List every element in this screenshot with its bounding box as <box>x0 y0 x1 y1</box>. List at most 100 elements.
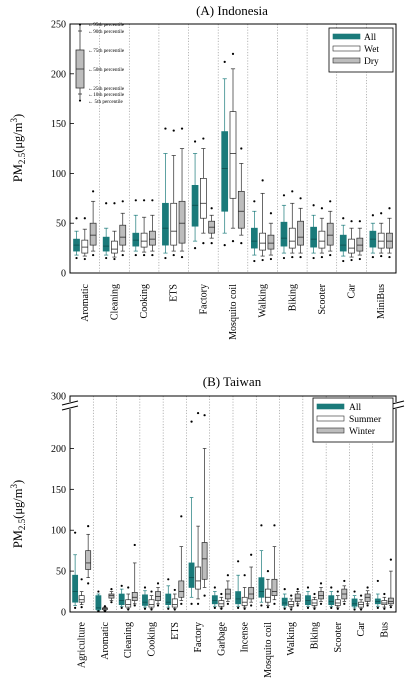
category-label: Garbage <box>216 621 227 655</box>
panel-taiwan: (B) Taiwan PM2.5(μg/m3) 050100150200300 … <box>9 374 405 678</box>
box-all <box>132 199 140 257</box>
category-label: Mosquito coil <box>263 622 274 678</box>
box-dry <box>326 200 334 257</box>
p95-dot <box>92 190 95 193</box>
ylabel-unit-open: (μg/m <box>11 122 25 153</box>
key-label-50: ←50th percentile <box>88 67 125 73</box>
iqr-box <box>171 598 178 608</box>
p95-dot <box>343 579 346 583</box>
p5-dot <box>343 602 346 605</box>
p95-dot <box>110 588 113 591</box>
p95-dot <box>306 586 310 589</box>
plot-frame-taiwan <box>69 395 397 613</box>
box-dry <box>356 220 364 261</box>
box-dry <box>89 190 97 257</box>
p5-dot <box>180 255 184 259</box>
p95-dot <box>290 594 293 597</box>
category-label: Mosquito coil <box>228 284 239 340</box>
box-dry <box>119 200 127 257</box>
p5-dot <box>312 256 315 260</box>
iqr-box <box>235 591 242 605</box>
box-wet <box>348 220 355 262</box>
p5-dot <box>127 608 130 611</box>
iqr-box <box>377 232 385 249</box>
iqr-box <box>165 593 172 605</box>
box-winter <box>224 574 231 605</box>
p95-dot <box>380 212 383 215</box>
box-wet <box>140 199 148 257</box>
box-all <box>235 560 242 610</box>
p5-dot <box>75 256 78 260</box>
p95-dot <box>190 420 193 423</box>
iqr-box <box>280 221 288 247</box>
iqr-box <box>294 593 301 602</box>
iqr-box <box>102 236 110 252</box>
box-winter <box>201 414 208 597</box>
p5-dot <box>213 606 216 610</box>
key-label-10: ←10th percentile <box>88 92 125 98</box>
box-all <box>188 420 195 605</box>
iqr-box <box>149 230 156 246</box>
category-label: Scooter <box>317 283 328 314</box>
p5-dot <box>231 240 235 243</box>
box-winter <box>341 579 348 605</box>
p95-dot <box>83 217 86 220</box>
iqr-box <box>229 111 237 199</box>
iqr-box <box>72 574 79 603</box>
key-dot-95 <box>78 23 82 26</box>
category-label: Walking <box>286 622 297 656</box>
p5-dot <box>121 253 124 257</box>
iqr-box <box>297 220 304 246</box>
legend-label-summer: Summer <box>349 415 382 425</box>
p95-dot <box>371 214 374 217</box>
box-all <box>95 590 102 613</box>
box-summer <box>265 570 271 609</box>
p5-dot <box>210 242 213 245</box>
iqr-box <box>318 230 326 249</box>
box-all <box>374 579 381 610</box>
p5-dot <box>105 256 108 260</box>
ylabel-main: PM <box>11 530 25 548</box>
p5-dot <box>167 607 170 610</box>
iqr-box <box>195 566 201 590</box>
p95-dot <box>213 586 216 589</box>
p95-dot <box>313 592 316 596</box>
p95-dot <box>260 524 263 527</box>
key-label-90: ←90th percentile <box>88 29 125 35</box>
p5-dot <box>237 606 240 610</box>
iqr-box <box>85 550 92 570</box>
p5-dot <box>220 607 223 610</box>
iqr-box <box>339 234 347 252</box>
iqr-box <box>200 178 207 219</box>
legend-indonesia: All Wet Dry <box>328 27 394 73</box>
p5-dot <box>291 255 294 259</box>
p95-dot <box>320 207 324 210</box>
p5-dot <box>142 253 146 257</box>
iqr-box <box>125 599 132 608</box>
box-all <box>102 202 110 260</box>
category-label: Factory <box>193 622 204 653</box>
iqr-box <box>237 190 245 229</box>
p95-dot <box>312 204 315 207</box>
iqr-box <box>140 232 148 248</box>
box-all <box>142 586 148 610</box>
category-label: ETS <box>170 622 181 640</box>
panel-title-indonesia: (A) Indonesia <box>196 3 268 18</box>
svg-text:PM2.5(μg/m3): PM2.5(μg/m3) <box>9 114 27 182</box>
p5-dot <box>261 258 264 262</box>
iqr-box <box>334 599 341 606</box>
p5-dot <box>253 259 256 263</box>
key-label-25: ←25th percentile <box>88 86 125 92</box>
axis-break-left <box>61 400 79 411</box>
box-wet <box>318 207 326 259</box>
p5-dot <box>260 604 263 607</box>
iqr-box <box>258 577 265 598</box>
p95-dot <box>250 553 253 556</box>
box-wet <box>377 212 385 258</box>
p5-dot <box>240 242 243 245</box>
category-label: Bus <box>379 622 390 638</box>
legend-label-all: All <box>364 33 377 43</box>
box-summer <box>125 586 132 611</box>
iqr-box <box>188 562 195 588</box>
ylabel-sup: 3 <box>9 484 19 489</box>
